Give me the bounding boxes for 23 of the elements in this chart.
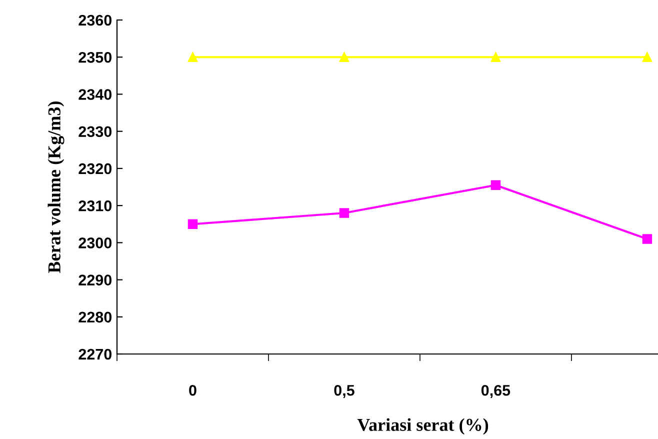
y-tick-label: 2360 [78, 14, 112, 26]
x-tick-label: 0,65 [481, 384, 510, 398]
point [339, 52, 350, 62]
point [490, 52, 501, 62]
y-tick-label: 2270 [78, 348, 112, 360]
y-tick-label: 2340 [78, 89, 112, 100]
y-tick-label: 2330 [78, 126, 112, 138]
y-tick-label: 2300 [78, 238, 112, 248]
y-axis-title: Berat volume (Kg/m3) [48, 102, 64, 273]
y-tick-label: 2350 [78, 52, 112, 63]
y-tick-label: 2320 [78, 163, 112, 174]
point [188, 52, 198, 62]
point [642, 52, 652, 62]
y-tick-label: 2280 [78, 312, 112, 323]
x-tick-label: 0,5 [334, 384, 354, 398]
point [339, 208, 350, 218]
x-tick-label: 0 [189, 384, 196, 396]
x-axis-title: Variasi serat (%) [357, 418, 488, 435]
point [642, 234, 652, 244]
y-tick-label: 2310 [78, 200, 112, 212]
point [490, 180, 501, 190]
y-tick-label: 2290 [78, 274, 112, 286]
point [188, 219, 198, 229]
